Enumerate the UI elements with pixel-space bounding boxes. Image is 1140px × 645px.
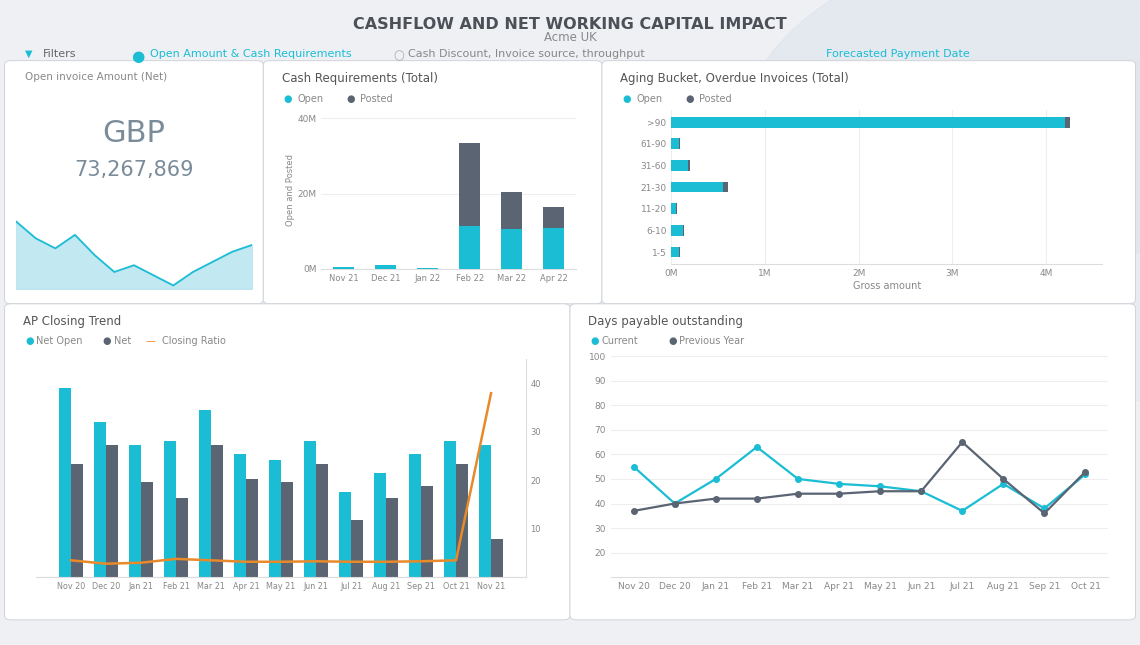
Bar <box>479 444 491 577</box>
Bar <box>164 441 176 577</box>
Text: ●: ● <box>685 94 693 104</box>
Bar <box>417 268 438 269</box>
Ellipse shape <box>986 50 1140 401</box>
Bar <box>93 422 106 577</box>
Bar <box>689 160 690 171</box>
Text: Aging Bucket, Overdue Invoices (Total): Aging Bucket, Overdue Invoices (Total) <box>620 72 849 85</box>
Text: Net: Net <box>114 336 131 346</box>
Bar <box>375 265 396 269</box>
Text: Forecasted Payment Date: Forecasted Payment Date <box>826 49 970 59</box>
Text: Days payable outstanding: Days payable outstanding <box>588 315 743 328</box>
Bar <box>303 441 316 577</box>
Bar <box>246 479 259 577</box>
Bar <box>141 482 153 577</box>
Bar <box>386 498 398 577</box>
Text: CASHFLOW AND NET WORKING CAPITAL IMPACT: CASHFLOW AND NET WORKING CAPITAL IMPACT <box>353 17 787 32</box>
Text: Open: Open <box>636 94 662 104</box>
Bar <box>280 482 293 577</box>
Text: ○: ○ <box>393 49 405 62</box>
Text: AP Closing Trend: AP Closing Trend <box>23 315 121 328</box>
Text: ●: ● <box>284 94 292 104</box>
Text: Open Amount & Cash Requirements: Open Amount & Cash Requirements <box>150 49 352 59</box>
Text: ●: ● <box>668 336 676 346</box>
Bar <box>59 388 71 577</box>
Text: Posted: Posted <box>699 94 732 104</box>
Text: 73,267,869: 73,267,869 <box>74 160 194 180</box>
Bar <box>351 521 364 577</box>
Bar <box>502 192 522 230</box>
Bar <box>671 138 679 149</box>
Bar <box>459 226 480 269</box>
Bar <box>443 441 456 577</box>
Bar <box>671 203 676 214</box>
Text: ●: ● <box>591 336 598 346</box>
Bar <box>421 486 433 577</box>
Bar <box>211 444 223 577</box>
Bar <box>491 539 503 577</box>
Text: Closing Ratio: Closing Ratio <box>162 336 226 346</box>
Text: —: — <box>146 336 156 346</box>
Text: Posted: Posted <box>360 94 393 104</box>
Bar <box>333 268 355 269</box>
Bar <box>339 492 351 577</box>
Bar <box>671 117 1065 128</box>
Bar <box>723 182 727 192</box>
Text: Filters: Filters <box>43 49 76 59</box>
Text: Net Open: Net Open <box>36 336 83 346</box>
Bar <box>409 454 421 577</box>
Y-axis label: Open and Posted: Open and Posted <box>286 154 295 226</box>
Bar <box>1065 117 1069 128</box>
Text: Open invoice Amount (Net): Open invoice Amount (Net) <box>25 72 168 83</box>
Text: ●: ● <box>347 94 355 104</box>
Bar <box>129 444 141 577</box>
Bar <box>671 182 723 192</box>
Text: ●: ● <box>131 49 145 64</box>
Bar <box>502 230 522 269</box>
Bar <box>198 410 211 577</box>
Text: ▼: ▼ <box>25 49 33 59</box>
Bar <box>456 464 469 577</box>
Text: Cash Discount, Invoice source, throughput: Cash Discount, Invoice source, throughpu… <box>408 49 645 59</box>
Text: Cash Requirements (Total): Cash Requirements (Total) <box>282 72 438 85</box>
Text: ●: ● <box>25 336 33 346</box>
X-axis label: Gross amount: Gross amount <box>853 281 921 291</box>
Bar <box>543 207 564 228</box>
Bar <box>459 143 480 226</box>
Bar <box>543 228 564 269</box>
Ellipse shape <box>740 0 1140 290</box>
Bar <box>106 444 119 577</box>
Bar <box>374 473 386 577</box>
Bar <box>234 454 246 577</box>
Bar <box>269 460 280 577</box>
Bar <box>71 464 83 577</box>
Text: ●: ● <box>622 94 630 104</box>
Text: Previous Year: Previous Year <box>679 336 744 346</box>
Bar <box>671 160 689 171</box>
Bar <box>176 498 188 577</box>
Text: Open: Open <box>298 94 324 104</box>
Bar <box>671 246 679 257</box>
Text: GBP: GBP <box>103 119 165 148</box>
Bar <box>316 464 328 577</box>
Bar <box>671 225 683 236</box>
Text: Current: Current <box>602 336 638 346</box>
Text: Acme UK: Acme UK <box>544 31 596 44</box>
Text: ●: ● <box>103 336 111 346</box>
